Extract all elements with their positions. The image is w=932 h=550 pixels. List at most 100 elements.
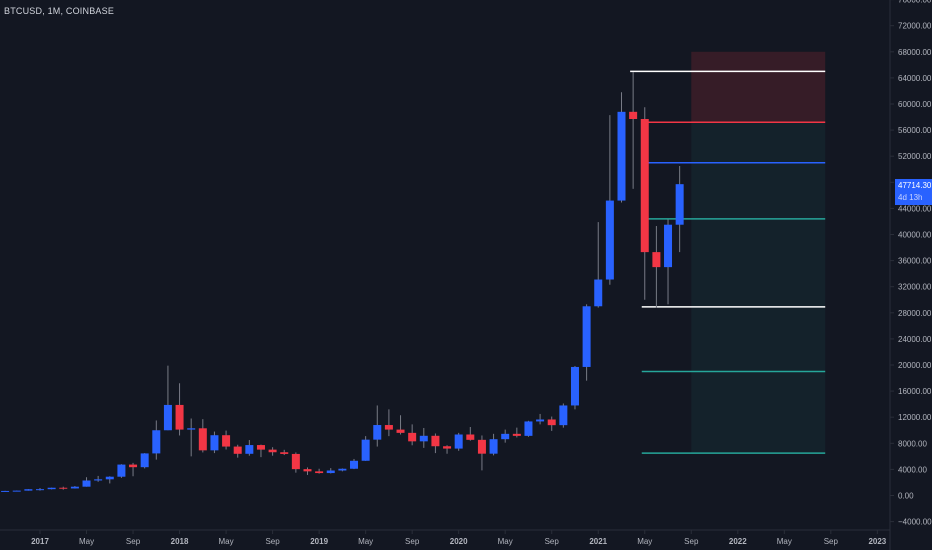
y-tick-label: 68000.00 xyxy=(898,48,932,57)
x-tick-label: Sep xyxy=(265,537,280,546)
candle-body xyxy=(117,464,126,477)
candle-body xyxy=(547,419,556,426)
zones-layer xyxy=(691,51,826,454)
x-tick-label: Sep xyxy=(126,537,141,546)
candle-body xyxy=(605,200,614,280)
candle-body xyxy=(652,252,661,268)
candle-body xyxy=(408,432,417,442)
candle-body xyxy=(664,224,673,268)
candle-body xyxy=(512,433,521,436)
candle-body xyxy=(396,429,405,433)
target-zone xyxy=(691,122,826,454)
candle-body xyxy=(268,449,277,453)
candle-body xyxy=(210,435,219,451)
candle-body xyxy=(536,419,545,422)
candle-body xyxy=(233,446,242,454)
candle-body xyxy=(373,425,382,440)
candle-body xyxy=(12,490,21,492)
candle-body xyxy=(256,445,265,450)
candle-body xyxy=(338,468,347,471)
candle-body xyxy=(361,439,370,461)
x-tick-label: Sep xyxy=(824,537,839,546)
y-tick-label: 24000.00 xyxy=(898,335,932,344)
x-tick-label: May xyxy=(219,537,234,546)
candles-layer xyxy=(1,72,684,492)
x-tick-label: May xyxy=(637,537,652,546)
candle-body xyxy=(105,476,114,480)
y-tick-label: 32000.00 xyxy=(898,283,932,292)
horizontal-lines-layer xyxy=(630,70,826,454)
y-tick-label: 12000.00 xyxy=(898,413,932,422)
candle-body xyxy=(198,428,207,451)
candle-body xyxy=(501,433,510,440)
candle-body xyxy=(94,479,103,481)
x-tick-label: 2017 xyxy=(31,537,49,546)
x-tick-label: May xyxy=(777,537,792,546)
stop-zone xyxy=(691,51,826,123)
candle-body xyxy=(326,470,335,474)
x-tick-label: Sep xyxy=(405,537,420,546)
x-tick-label: 2019 xyxy=(310,537,328,546)
x-tick-label: May xyxy=(79,537,94,546)
candle-body xyxy=(82,480,91,487)
y-tick-label: 44000.00 xyxy=(898,204,932,213)
candle-body xyxy=(163,404,172,431)
candle-body xyxy=(129,464,138,468)
y-tick-label: −4000.00 xyxy=(898,518,932,527)
x-tick-label: 2023 xyxy=(868,537,886,546)
y-tick-label: 40000.00 xyxy=(898,231,932,240)
candle-body xyxy=(489,439,498,454)
candle-body xyxy=(629,111,638,120)
candle-body xyxy=(175,404,184,430)
candle-body xyxy=(466,434,475,440)
candle-body xyxy=(443,446,452,449)
y-tick-label: 64000.00 xyxy=(898,74,932,83)
candle-body xyxy=(675,184,684,225)
candle-body xyxy=(47,487,56,490)
candle-body xyxy=(36,489,44,491)
symbol-title: BTCUSD, 1M, COINBASE xyxy=(4,6,115,16)
x-tick-label: 2018 xyxy=(171,537,189,546)
last-price-value: 47714.30 xyxy=(898,181,932,190)
candle-body xyxy=(384,425,393,430)
candle-body xyxy=(524,421,533,436)
candle-body xyxy=(24,489,33,491)
y-tick-label: 72000.00 xyxy=(898,22,932,31)
x-tick-label: 2020 xyxy=(450,537,468,546)
candle-body xyxy=(59,487,68,489)
y-tick-label: 28000.00 xyxy=(898,309,932,318)
x-tick-label: Sep xyxy=(684,537,699,546)
candle-body xyxy=(570,366,579,406)
y-tick-label: 20000.00 xyxy=(898,361,932,370)
candle-body xyxy=(1,490,10,492)
y-tick-label: 60000.00 xyxy=(898,100,932,109)
y-tick-label: 16000.00 xyxy=(898,387,932,396)
candle-body xyxy=(245,445,254,454)
candle-body xyxy=(280,452,289,454)
candle-body xyxy=(303,469,312,472)
candle-body xyxy=(477,439,486,454)
candle-body xyxy=(350,460,359,469)
candle-body xyxy=(559,405,568,426)
candle-body xyxy=(291,453,300,470)
candle-body xyxy=(594,279,603,307)
x-tick-label: May xyxy=(498,537,513,546)
x-tick-label: May xyxy=(358,537,373,546)
x-tick-label: Sep xyxy=(545,537,560,546)
candle-body xyxy=(187,428,196,430)
y-tick-label: 56000.00 xyxy=(898,126,932,135)
candle-body xyxy=(582,306,591,367)
y-tick-label: 0.00 xyxy=(898,492,914,501)
x-tick-label: 2021 xyxy=(589,537,607,546)
y-tick-label: 8000.00 xyxy=(898,439,927,448)
candle-body xyxy=(315,471,324,474)
y-tick-label: 52000.00 xyxy=(898,152,932,161)
candle-body xyxy=(70,486,79,489)
time-axis[interactable]: 2017 May Sep 2018 May Sep 2019 May Sep 2020 May Sep… xyxy=(31,530,887,546)
candle-body xyxy=(454,434,463,449)
candle-body xyxy=(640,119,649,253)
candle-body xyxy=(431,435,440,447)
last-price-tag: 47714.30 4d 13h xyxy=(895,179,932,205)
